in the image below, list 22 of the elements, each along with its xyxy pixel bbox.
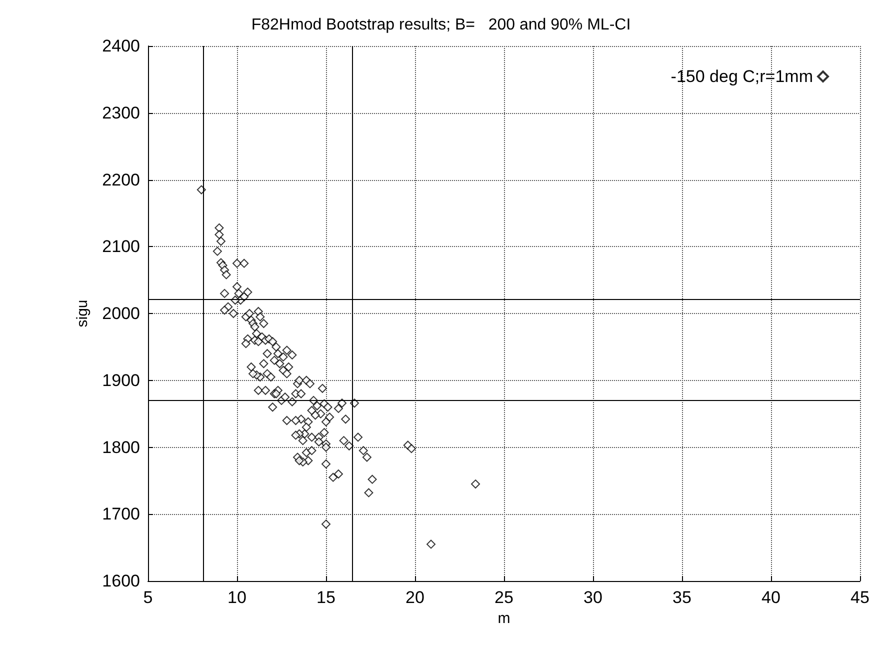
x-tick-label: 35 xyxy=(672,588,692,607)
x-tick-label: 5 xyxy=(143,588,153,607)
x-tick-label: 40 xyxy=(762,588,780,607)
x-tick-label: 25 xyxy=(494,588,514,607)
y-tick-label: 1800 xyxy=(102,438,140,457)
x-tick-label: 10 xyxy=(228,588,246,607)
y-tick-label: 1900 xyxy=(102,370,140,390)
chart-title: F82Hmod Bootstrap results; B= 200 and 90% ML-CI xyxy=(251,16,631,34)
y-tick-label: 2200 xyxy=(102,170,140,190)
y-tick-label: 1600 xyxy=(102,572,140,590)
legend-label: -150 deg C;r=1mm xyxy=(670,67,813,86)
y-tick-label: 1700 xyxy=(102,504,140,524)
y-tick-label: 2100 xyxy=(102,237,140,256)
y-tick-label: 2300 xyxy=(102,103,140,122)
y-axis-title: sigu xyxy=(74,300,91,328)
x-axis-title: m xyxy=(498,610,510,627)
x-tick-label: 45 xyxy=(850,588,870,607)
x-tick-label: 15 xyxy=(316,588,336,607)
x-tick-label: 30 xyxy=(584,588,602,607)
y-tick-label: 2400 xyxy=(102,36,140,56)
x-tick-label: 20 xyxy=(406,588,424,607)
y-tick-label: 2000 xyxy=(102,304,140,323)
